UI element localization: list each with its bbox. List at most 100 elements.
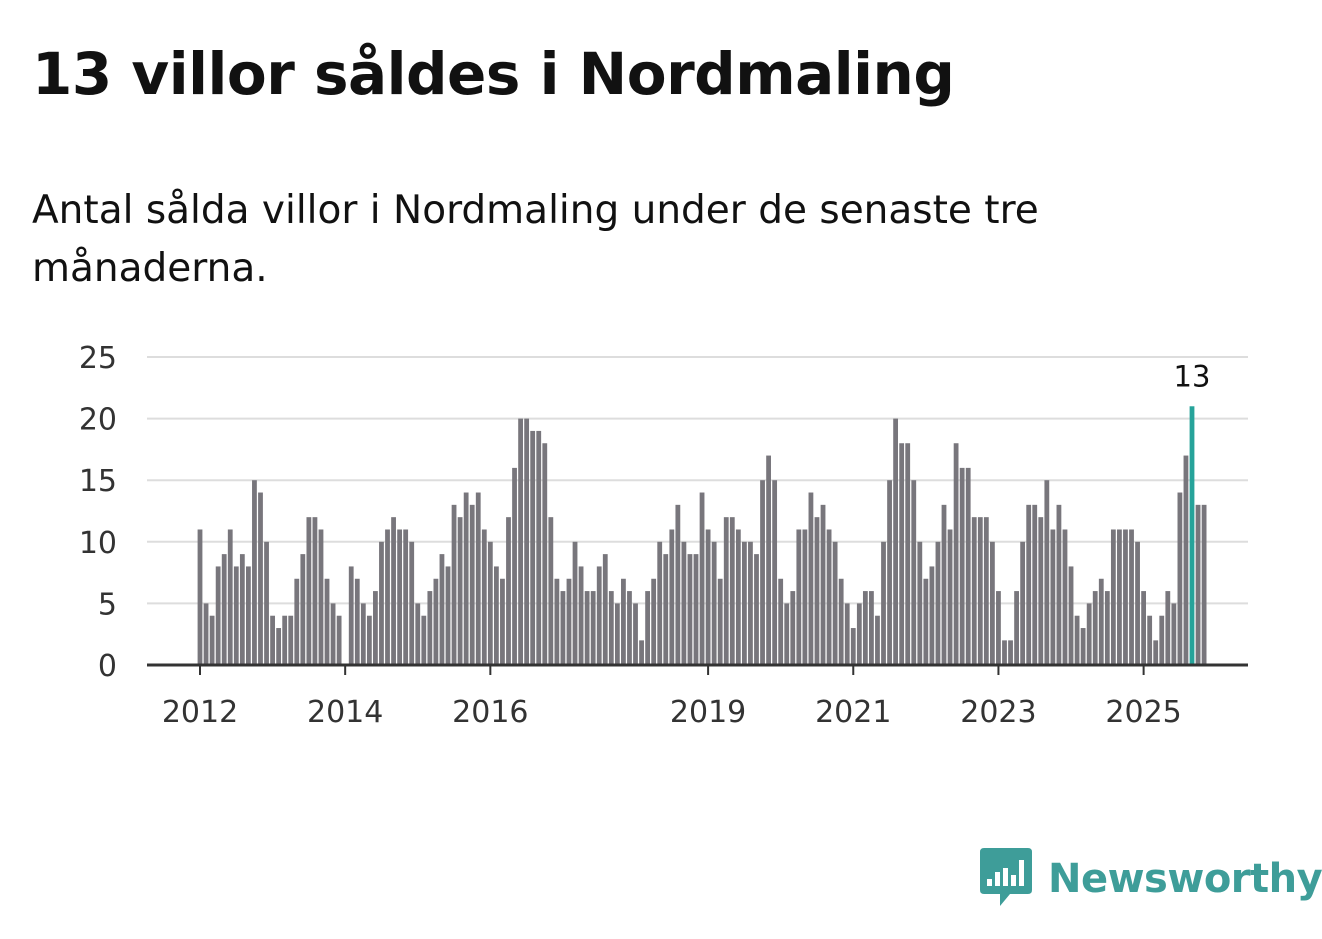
bar [385,529,390,665]
bar [324,578,330,665]
bar [784,603,790,665]
bar [1056,504,1062,665]
bar [741,541,747,665]
bar [451,504,457,665]
bar [1044,480,1050,665]
bar [530,430,536,665]
bar [844,603,850,665]
bar [554,578,560,665]
bar [1153,640,1159,665]
bar [1062,529,1068,665]
bar [657,541,663,665]
bar [330,603,336,665]
bar [500,578,505,665]
bar [379,541,384,665]
bar [391,517,396,665]
bar [1020,541,1026,665]
bar [1183,455,1189,665]
bar [1135,541,1140,665]
bar [887,480,892,665]
bar [1092,591,1098,665]
bar [239,554,245,665]
bar [953,443,959,665]
bar [197,529,203,665]
bar [772,480,778,665]
bar [802,529,808,665]
bar [693,554,699,665]
bar [1080,628,1086,665]
bar [729,517,735,665]
bar [608,591,614,665]
bar [699,492,705,665]
bar [723,517,729,665]
bar [1123,529,1128,665]
bar [1038,517,1044,665]
chart-title: 13 villor såldes i Nordmaling [32,40,955,108]
bar [814,517,820,665]
bar [1195,504,1201,665]
x-tick-label: 2023 [960,695,1036,730]
bar [1074,615,1080,665]
bar [203,603,209,665]
bar [415,603,421,665]
bar [856,603,862,665]
bar [336,615,342,665]
bar [941,504,947,665]
bar [935,541,941,665]
bar [1104,591,1110,665]
bar [1177,492,1183,665]
bar-highlight [1189,406,1195,665]
x-tick-label: 2021 [815,695,891,730]
value-label-halo: 13 [1174,359,1211,393]
bar [1008,640,1013,665]
bar [1117,529,1122,665]
bar [221,554,227,665]
bar [233,566,239,665]
bar [481,529,487,665]
bar [463,492,469,665]
y-tick-label: 25 [79,341,117,376]
bar [808,492,814,665]
newsworthy-bar-chart-icon [980,848,1032,906]
bar [427,591,433,665]
bar [360,603,366,665]
bar [1110,529,1116,665]
bar [270,615,275,665]
x-tick-label: 2016 [452,695,528,730]
bar [457,517,463,665]
bar [748,541,753,665]
bar [905,443,911,665]
bar [838,578,844,665]
bar [911,480,917,665]
bar [1068,566,1074,665]
bar [1171,603,1177,665]
bar [687,554,693,665]
bar [487,541,493,665]
bar [1129,529,1134,665]
bar [397,529,403,665]
bar [1201,504,1207,665]
bar [651,578,657,665]
bar [639,640,644,665]
bar [542,443,548,665]
y-tick-label: 10 [79,526,117,561]
bar [754,554,759,665]
bar [373,591,378,665]
bar [850,628,856,665]
bar [1002,640,1007,665]
bar [681,541,687,665]
bar [264,541,269,665]
value-label: 13 [1174,359,1211,393]
bar [627,591,632,665]
bar [778,578,784,665]
bar [596,566,602,665]
bar [421,615,427,665]
axes [147,663,1248,675]
bar [548,517,554,665]
bar [512,467,517,665]
bar [300,554,306,665]
bar [869,591,874,665]
bar [614,603,620,665]
